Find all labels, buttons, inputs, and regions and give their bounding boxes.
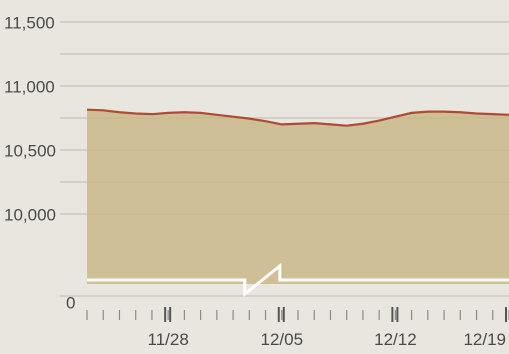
axis-break-line	[87, 262, 509, 298]
x-tick-label: 12/05	[260, 330, 303, 349]
x-tick-label: 12/19	[463, 330, 506, 349]
y-tick-label: 10,000	[4, 205, 56, 224]
y-tick-label: 11,500	[4, 13, 55, 32]
series-area	[86, 108, 509, 298]
y-tick-label: 11,000	[4, 77, 55, 96]
series-line	[86, 108, 509, 127]
y-tick-label: 0	[66, 293, 75, 312]
x-tick-label: 11/28	[148, 330, 189, 349]
x-tick-label: 12/12	[374, 330, 417, 349]
x-axis: 11/28 12/05 12/12 12/19	[86, 307, 509, 349]
y-axis: 11,500 11,000 10,500 10,000 0	[4, 13, 75, 312]
series-area-fill	[87, 109, 509, 285]
y-tick-label: 10,500	[4, 141, 56, 160]
